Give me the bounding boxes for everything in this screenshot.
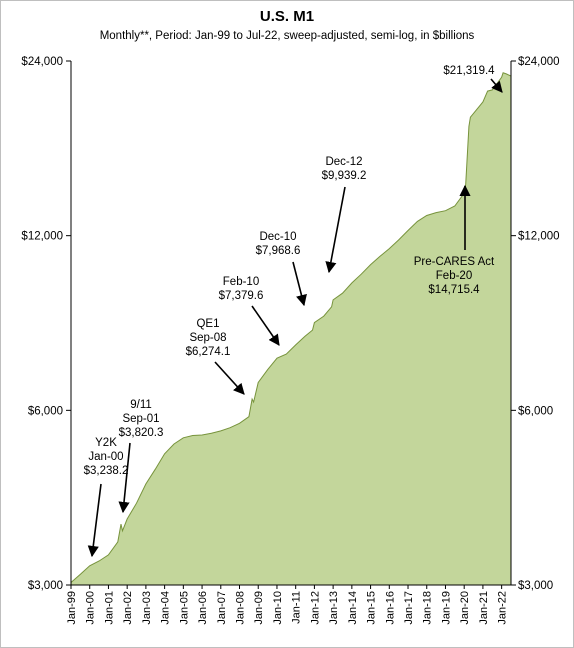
x-tick-label: Jan-20 <box>459 591 471 625</box>
annotation-line: Feb-10 <box>223 276 259 288</box>
x-tick-label: Jan-04 <box>160 591 172 625</box>
x-tick-label: Jan-12 <box>309 591 321 625</box>
x-tick-label: Jan-10 <box>272 591 284 625</box>
x-tick-label: Jan-22 <box>497 591 509 625</box>
annotation-arrow <box>292 261 307 307</box>
y-tick-label-left: $3,000 <box>28 580 63 592</box>
annotation-line: 9/11 <box>130 399 152 411</box>
annotation-line: Sep-08 <box>189 332 226 344</box>
x-tick-label: Jan-14 <box>347 591 359 625</box>
x-tick-label: Jan-11 <box>291 591 303 624</box>
annotation-label: QE1 Sep-08 $6,274.1 <box>186 318 231 358</box>
annotation-line: Pre-CARES Act <box>414 256 495 268</box>
annotation-label: Pre-CARES Act Feb-20 $14,715.4 <box>414 256 495 296</box>
annotation-arrow <box>214 361 245 395</box>
annotation-label: Dec-12 $9,939.2 <box>322 156 367 182</box>
axes: $3,000 $3,000 $6,000 $6,000 $12,000 $12,000 $2… <box>21 56 559 625</box>
annotation-arrow <box>87 483 102 558</box>
x-tick-label: Jan-18 <box>422 591 434 625</box>
y-tick-label-right: $3,000 <box>518 580 553 592</box>
y-tick-label-left: $12,000 <box>21 231 63 243</box>
x-tick-label: Jan-08 <box>235 591 247 625</box>
x-tick-label: Jan-16 <box>384 591 396 625</box>
annotation-label: Y2K Jan-00 $3,238.2 <box>84 437 129 477</box>
x-tick-label: Jan-00 <box>85 591 97 625</box>
annotation: 9/11 Sep-01 $3,820.3 <box>118 399 164 514</box>
annotation: Feb-10 $7,379.6 <box>219 276 280 346</box>
annotation-arrow <box>118 442 131 514</box>
annotation-label: $21,319.4 <box>443 65 495 77</box>
annotation-label: Dec-10 $7,968.6 <box>256 231 301 257</box>
x-tick-label: Jan-01 <box>103 591 115 625</box>
annotations: Y2K Jan-00 $3,238.2 9/11 Sep-01 $3,820.3 QE1 Se… <box>84 65 503 558</box>
annotation-line: $3,238.2 <box>84 465 129 477</box>
x-tick-label: Jan-19 <box>441 591 453 625</box>
annotation-line: $21,319.4 <box>443 65 495 77</box>
annotation-line: Jan-00 <box>88 451 123 463</box>
x-tick-label: Jan-06 <box>197 591 209 625</box>
x-tick-label: Jan-05 <box>178 591 190 625</box>
x-tick-label: Jan-17 <box>403 591 415 625</box>
annotation-line: Feb-20 <box>436 270 472 282</box>
annotation-line: QE1 <box>196 318 219 330</box>
annotation-line: Dec-12 <box>325 156 362 168</box>
x-tick-label: Jan-03 <box>141 591 153 625</box>
annotation-line: Y2K <box>95 437 117 449</box>
x-tick-label: Jan-15 <box>366 591 378 625</box>
x-tick-label: Jan-99 <box>66 591 78 625</box>
annotation: Dec-10 $7,968.6 <box>256 231 307 307</box>
annotation-line: $6,274.1 <box>186 346 231 358</box>
annotation-arrow <box>251 305 280 346</box>
annotation-label: Feb-10 $7,379.6 <box>219 276 264 302</box>
annotation: Y2K Jan-00 $3,238.2 <box>84 437 129 558</box>
annotation: QE1 Sep-08 $6,274.1 <box>186 318 245 395</box>
x-tick-label: Jan-07 <box>216 591 228 625</box>
y-tick-label-right: $12,000 <box>518 231 560 243</box>
y-tick-label-right: $24,000 <box>518 56 560 68</box>
y-tick-label-right: $6,000 <box>518 405 553 417</box>
annotation-line: $7,379.6 <box>219 290 264 302</box>
annotation-label: 9/11 Sep-01 $3,820.3 <box>119 399 164 439</box>
annotation-line: $9,939.2 <box>322 170 367 182</box>
y-tick-label-left: $24,000 <box>21 56 63 68</box>
annotation-line: Dec-10 <box>259 231 296 243</box>
m1-line <box>70 72 512 583</box>
chart-title: U.S. M1 <box>259 8 315 25</box>
x-tick-label: Jan-13 <box>328 591 340 625</box>
x-tick-label: Jan-21 <box>478 591 490 625</box>
m1-area <box>71 72 511 586</box>
annotation-line: $7,968.6 <box>256 245 301 257</box>
annotation: Dec-12 $9,939.2 <box>322 156 367 274</box>
annotation-line: $3,820.3 <box>119 427 164 439</box>
annotation: Pre-CARES Act Feb-20 $14,715.4 <box>414 184 495 296</box>
annotation-arrow <box>325 186 346 274</box>
chart-subtitle: Monthly**, Period: Jan-99 to Jul-22, swe… <box>99 30 475 42</box>
y-tick-label-left: $6,000 <box>28 405 63 417</box>
annotation: $21,319.4 <box>443 65 503 93</box>
x-tick-label: Jan-09 <box>253 591 265 625</box>
x-tick-label: Jan-02 <box>122 591 134 625</box>
annotation-line: $14,715.4 <box>428 284 480 296</box>
annotation-line: Sep-01 <box>122 413 159 425</box>
annotation-arrow <box>490 78 503 93</box>
